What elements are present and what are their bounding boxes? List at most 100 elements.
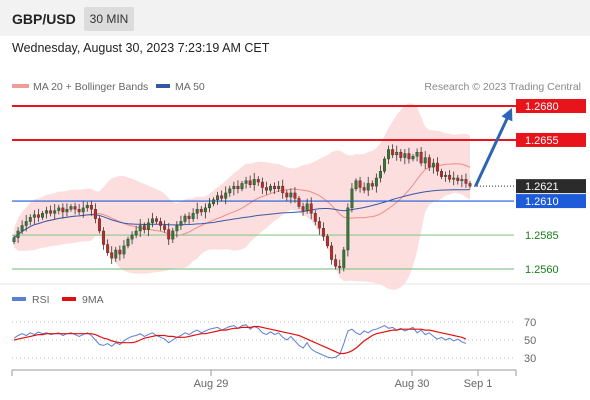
- candle: [374, 177, 378, 187]
- copyright-text: Research © 2023 Trading Central: [424, 81, 581, 93]
- candle: [130, 234, 134, 240]
- candle: [354, 180, 358, 190]
- chart-header: GBP/USD 30 MIN: [0, 0, 590, 36]
- candle: [212, 199, 215, 205]
- ma9-legend-swatch: [62, 297, 76, 301]
- support-blue-label-box: [516, 194, 586, 209]
- candle: [334, 259, 338, 267]
- candle: [399, 151, 403, 158]
- candle: [195, 209, 199, 214]
- x-tick-label: Aug 29: [194, 378, 229, 390]
- candle: [146, 222, 150, 230]
- candle: [297, 198, 301, 207]
- candle: [260, 181, 264, 188]
- ma50-line: [13, 189, 471, 239]
- candle: [350, 188, 354, 209]
- candle: [440, 170, 443, 177]
- candle: [358, 180, 362, 188]
- candle: [411, 156, 415, 160]
- candle: [65, 209, 69, 213]
- candle: [106, 244, 110, 253]
- candle: [248, 180, 252, 185]
- candle: [45, 210, 49, 214]
- candle: [383, 158, 386, 172]
- rsi-ma-line: [13, 325, 467, 355]
- candle: [264, 187, 268, 191]
- candle: [435, 162, 439, 172]
- candle: [61, 207, 65, 213]
- candle: [81, 207, 85, 213]
- candle: [69, 206, 73, 210]
- candle: [122, 245, 126, 255]
- rsi-grid: 70 50 30: [12, 317, 536, 365]
- candle: [53, 210, 57, 214]
- ma20-legend-label: MA 20 + Bollinger Bands: [33, 81, 148, 93]
- candle: [403, 153, 407, 158]
- ma20-legend-swatch: [12, 84, 29, 88]
- candle: [77, 209, 81, 213]
- candle: [415, 151, 419, 157]
- candle: [252, 179, 256, 185]
- candle: [391, 149, 395, 156]
- candle: [330, 245, 334, 260]
- candle: [150, 218, 154, 224]
- candle: [321, 228, 325, 237]
- candle: [448, 175, 452, 180]
- candle: [114, 249, 118, 259]
- timeframe-button[interactable]: 30 MIN: [84, 7, 134, 31]
- candle: [387, 149, 391, 160]
- candle: [305, 203, 309, 211]
- candle: [427, 157, 431, 168]
- candle: [179, 221, 183, 226]
- candle: [224, 192, 228, 199]
- candle: [273, 185, 277, 190]
- candle: [244, 180, 248, 184]
- candle: [423, 157, 427, 164]
- candle: [49, 210, 53, 214]
- candle: [20, 225, 24, 232]
- candle: [460, 179, 464, 181]
- candle: [228, 188, 232, 194]
- candle: [444, 175, 448, 177]
- candle: [163, 225, 167, 230]
- candle: [317, 221, 321, 229]
- candle: [134, 230, 138, 236]
- candle: [232, 185, 236, 190]
- candle: [187, 215, 191, 219]
- candle: [167, 229, 171, 240]
- candle: [203, 207, 207, 213]
- candle: [98, 218, 101, 232]
- candle: [142, 225, 146, 230]
- candle: [12, 237, 16, 243]
- candle: [309, 203, 313, 214]
- candle: [110, 252, 114, 259]
- current-label: 1.2621: [525, 181, 559, 193]
- rsi-tick-label: 30: [524, 353, 536, 365]
- candle: [191, 213, 195, 219]
- candle: [281, 185, 285, 194]
- candle: [175, 225, 179, 232]
- candle: [464, 179, 468, 184]
- candle: [269, 185, 272, 191]
- candle: [126, 238, 130, 247]
- resistance-label: 1.2680: [525, 101, 559, 113]
- projection-arrow: [474, 117, 509, 187]
- rsi-legend-swatch: [12, 297, 26, 301]
- candle: [378, 170, 382, 179]
- candle: [366, 183, 370, 191]
- candle: [57, 207, 61, 211]
- candle: [407, 153, 411, 160]
- instrument-title: GBP/USD: [12, 11, 76, 27]
- projection-arrow-head: [501, 108, 513, 122]
- candle: [199, 209, 203, 213]
- candle: [236, 185, 240, 190]
- candle: [32, 214, 36, 218]
- ma9-legend-label: 9MA: [82, 294, 104, 306]
- candle: [362, 187, 366, 191]
- candle: [395, 151, 399, 156]
- candle: [240, 183, 244, 190]
- candle: [313, 213, 317, 222]
- support-blue-label: 1.2610: [525, 196, 559, 208]
- candle: [24, 221, 28, 226]
